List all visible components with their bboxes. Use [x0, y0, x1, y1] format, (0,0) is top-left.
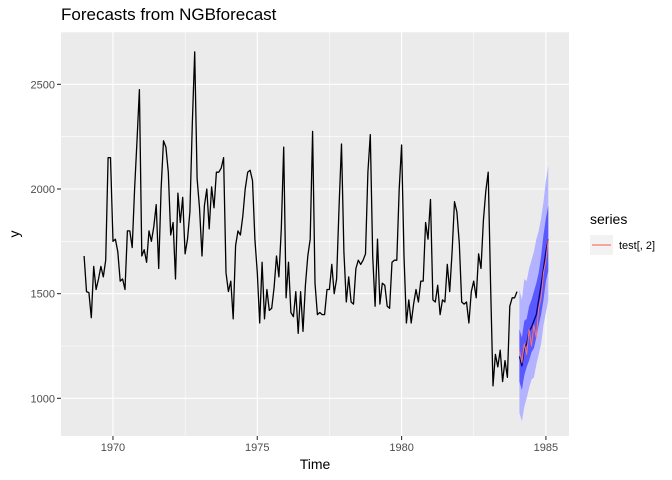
legend: series test[, 2]: [590, 211, 655, 255]
legend-title: series: [590, 211, 627, 227]
legend-entry-label: test[, 2]: [619, 240, 655, 252]
x-axis-title: Time: [300, 456, 331, 472]
x-tick-label: 1980: [389, 442, 413, 454]
y-axis-title: y: [6, 231, 22, 238]
x-tick-label: 1970: [101, 442, 125, 454]
x-tick-label: 1985: [534, 442, 558, 454]
y-tick-label: 2500: [31, 79, 55, 91]
chart-title: Forecasts from NGBforecast: [61, 5, 277, 24]
forecast-mean-line: [518, 239, 549, 367]
y-tick-label: 1000: [31, 393, 55, 405]
test-series-line: [518, 239, 549, 364]
plot-panel: [61, 32, 569, 436]
y-tick-label: 2000: [31, 184, 55, 196]
history-line: [83, 51, 518, 387]
x-tick-label: 1975: [245, 442, 269, 454]
y-tick-label: 1500: [31, 289, 55, 301]
y-axis: 1000 1500 2000 2500: [31, 79, 61, 405]
x-axis: 1970 1975 1980 1985: [101, 436, 558, 454]
series-lines: [83, 51, 549, 387]
